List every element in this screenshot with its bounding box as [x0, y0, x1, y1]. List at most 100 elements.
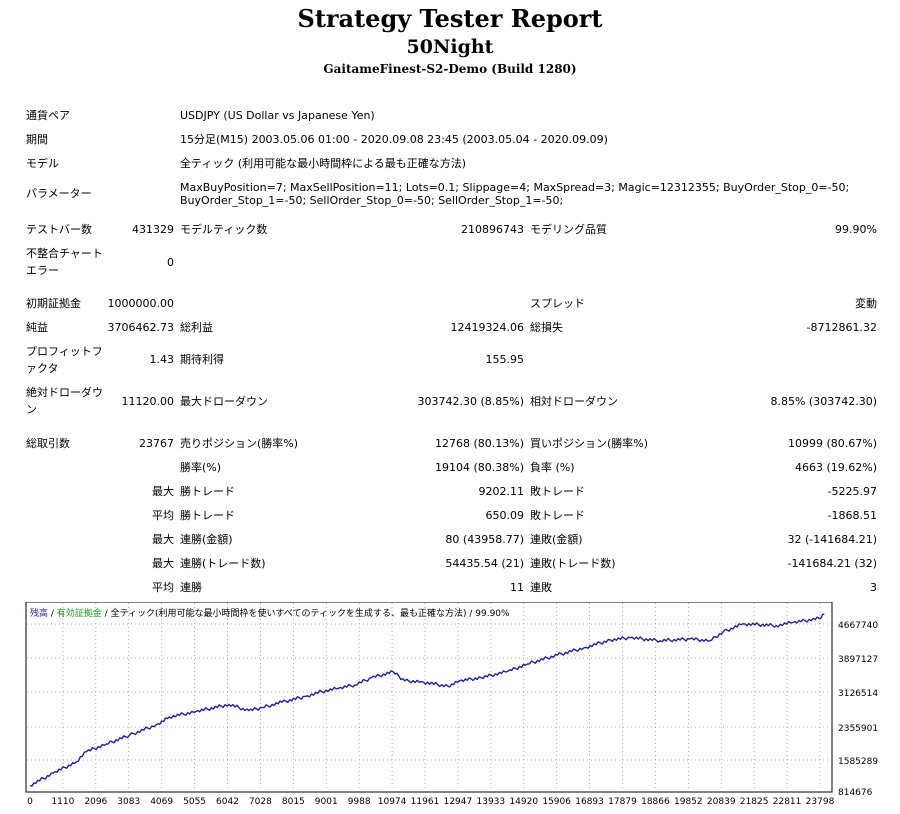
- x-tick-label: 11961: [411, 797, 440, 807]
- largest-loss-value: -5225.97: [827, 485, 877, 498]
- average-consecutive-losses-label: 連敗: [530, 581, 552, 594]
- bars-value: 431329: [132, 223, 174, 236]
- symbol-label: 通貨ペア: [26, 109, 70, 122]
- deposit-value: 1000000.00: [107, 297, 174, 310]
- spread-label: スプレッド: [530, 297, 585, 310]
- absolute-drawdown-label-line1: 絶対ドローダウ: [26, 386, 103, 399]
- y-tick-label: 2355901: [838, 724, 878, 734]
- profit-factor-label-line2: ァクタ: [26, 362, 59, 375]
- deposit-label: 初期証拠金: [26, 297, 81, 310]
- absolute-drawdown-label-line2: ン: [26, 403, 37, 416]
- loss-rate-value: 4663 (19.62%): [794, 461, 877, 474]
- x-tick-label: 23798: [806, 797, 835, 807]
- largest-loss-label: 敗トレード: [530, 485, 585, 498]
- max-drawdown-label: 最大ドローダウン: [180, 395, 268, 408]
- average-loss-label: 敗トレード: [530, 509, 585, 522]
- consecutive-losses-money-label: 連敗(金額): [530, 533, 583, 546]
- report-title: Strategy Tester Report: [297, 4, 603, 33]
- x-tick-label: 19852: [674, 797, 703, 807]
- legend-balance: 残高: [30, 609, 49, 619]
- x-tick-label: 0: [27, 797, 33, 807]
- x-tick-label: 9988: [348, 797, 371, 807]
- x-tick-label: 17879: [608, 797, 637, 807]
- chart-legend: 残高 / 有効証拠金 / 全ティック(利用可能な最小時間枠を使いすべてのティック…: [30, 606, 510, 619]
- win-rate-value: 19104 (80.38%): [434, 461, 524, 474]
- long-positions-value: 10999 (80.67%): [787, 437, 877, 450]
- max-consecutive-count-prefix: 最大: [152, 557, 174, 570]
- consecutive-loss-value: -141684.21 (32): [787, 557, 877, 570]
- ticks-label: モデルティック数: [180, 223, 268, 236]
- x-tick-label: 22811: [773, 797, 802, 807]
- symbol-value: USDJPY (US Dollar vs Japanese Yen): [180, 109, 375, 122]
- spread-value: 変動: [855, 297, 877, 310]
- gross-profit-label: 総利益: [180, 321, 213, 334]
- gross-loss-value: -8712861.32: [806, 321, 877, 334]
- x-tick-label: 5055: [183, 797, 206, 807]
- server-build: GaitameFinest-S2-Demo (Build 1280): [323, 62, 577, 76]
- average-consecutive-prefix: 平均: [152, 581, 174, 594]
- y-tick-label: 3897127: [838, 655, 878, 665]
- legend-separator: /: [48, 609, 57, 619]
- x-tick-label: 16893: [575, 797, 604, 807]
- balance-chart: 0 1110 2096 3083 4069 5055 6042 7028 8015 9001 998…: [25, 602, 878, 807]
- x-tick-label: 2096: [84, 797, 107, 807]
- mismatch-label-line1: 不整合チャート: [26, 247, 103, 260]
- average-win-label: 勝トレード: [180, 509, 235, 522]
- plot-area: [25, 602, 833, 793]
- expected-payoff-value: 155.95: [485, 353, 525, 366]
- x-tick-label: 8015: [282, 797, 305, 807]
- quality-label: モデリング品質: [530, 223, 607, 236]
- consecutive-wins-money-value: 80 (43958.77): [445, 533, 524, 546]
- net-profit-label: 純益: [26, 321, 48, 334]
- consecutive-profit-value: 54435.54 (21): [445, 557, 524, 570]
- mismatch-value: 0: [167, 256, 174, 269]
- average-consecutive-losses-value: 3: [870, 581, 877, 594]
- average-win-value: 650.09: [485, 509, 525, 522]
- x-tick-label: 7028: [249, 797, 272, 807]
- model-label: モデル: [26, 157, 59, 170]
- net-profit-value: 3706462.73: [107, 321, 174, 334]
- x-tick-label: 15906: [542, 797, 571, 807]
- ticks-value: 210896743: [461, 223, 524, 236]
- period-value: 15分足(M15) 2003.05.06 01:00 - 2020.09.08 …: [180, 133, 608, 146]
- expected-payoff-label: 期待利得: [180, 353, 224, 366]
- consecutive-wins-money-label: 連勝(金額): [180, 533, 233, 546]
- x-tick-label: 4069: [150, 797, 173, 807]
- legend-separator: /: [101, 609, 111, 619]
- y-tick-label: 1585289: [838, 757, 878, 767]
- absolute-drawdown-value: 11120.00: [121, 395, 175, 408]
- x-tick-label: 6042: [216, 797, 239, 807]
- balance-line: [29, 613, 825, 787]
- gross-profit-value: 12419324.06: [450, 321, 524, 334]
- average-prefix: 平均: [152, 509, 174, 522]
- consecutive-losses-money-value: 32 (-141684.21): [787, 533, 877, 546]
- largest-win-value: 9202.11: [478, 485, 525, 498]
- x-tick-label: 14920: [509, 797, 538, 807]
- y-tick-label: 3126514: [838, 689, 878, 699]
- x-tick-label: 13933: [477, 797, 506, 807]
- total-trades-label: 総取引数: [26, 437, 70, 450]
- total-trades-value: 23767: [139, 437, 174, 450]
- average-consecutive-wins-label: 連勝: [180, 581, 202, 594]
- quality-value: 99.90%: [835, 223, 877, 236]
- x-tick-label: 20839: [707, 797, 736, 807]
- profit-factor-value: 1.43: [149, 353, 175, 366]
- legend-equity: 有効証拠金: [56, 609, 102, 619]
- y-tick-label: 4667740: [838, 621, 878, 631]
- x-tick-label: 1110: [51, 797, 74, 807]
- x-tick-label: 9001: [315, 797, 338, 807]
- gross-loss-label: 総損失: [530, 321, 563, 334]
- parameters-value-line2: BuyOrder_Stop_1=-50; SellOrder_Stop_0=-5…: [180, 194, 564, 207]
- period-label: 期間: [26, 133, 48, 146]
- relative-drawdown-value: 8.85% (303742.30): [770, 395, 877, 408]
- y-tick-label: 814676: [838, 788, 873, 798]
- largest-win-label: 勝トレード: [180, 485, 235, 498]
- relative-drawdown-label: 相対ドローダウン: [530, 395, 618, 408]
- expert-name: 50Night: [406, 36, 494, 58]
- x-tick-label: 10974: [378, 797, 407, 807]
- x-tick-label: 18866: [641, 797, 670, 807]
- average-consecutive-wins-value: 11: [510, 581, 524, 594]
- average-loss-value: -1868.51: [827, 509, 877, 522]
- parameters-value-line1: MaxBuyPosition=7; MaxSellPosition=11; Lo…: [180, 181, 850, 194]
- max-drawdown-value: 303742.30 (8.85%): [417, 395, 524, 408]
